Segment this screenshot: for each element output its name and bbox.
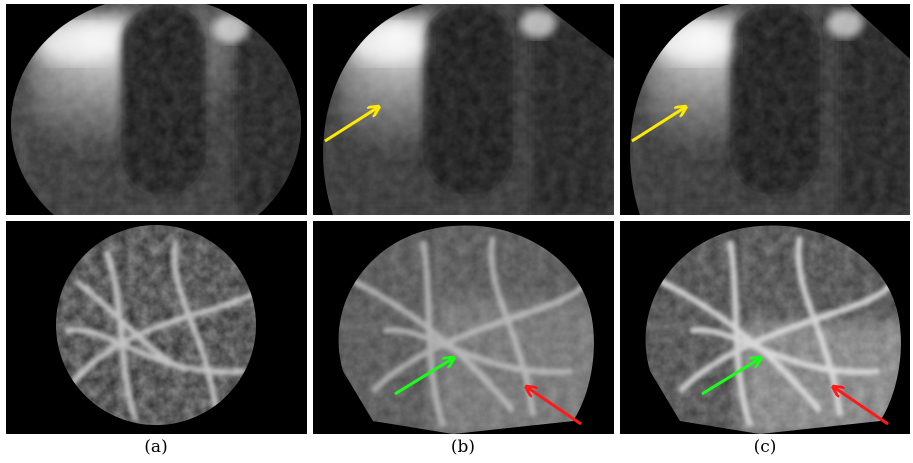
panel-top-c [620,4,910,215]
microscopy-image-bottom-a [56,225,256,425]
caption-a: (a) [144,437,168,457]
microscopy-image-bottom-b [338,225,594,434]
green-arrow [394,359,452,396]
yellow-arrow [631,108,684,143]
panel-bottom-b [313,221,614,434]
microscopy-image-top-c [630,4,910,215]
yellow-arrow [324,108,377,143]
panel-bottom-c [620,221,910,434]
caption-c: (c) [753,437,777,457]
panel-top-a [6,4,307,215]
red-arrow [835,388,889,426]
caption-b: (b) [450,437,476,457]
microscopy-image-bottom-c [645,225,901,434]
microscopy-image-top-b [323,4,614,215]
green-arrow [701,359,759,396]
panel-top-b [313,4,614,215]
microscopy-image-top-a [11,4,301,215]
red-arrow [528,388,582,426]
panel-bottom-a [6,221,307,434]
